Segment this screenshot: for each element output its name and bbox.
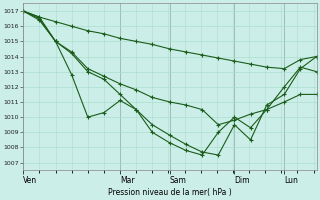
- X-axis label: Pression niveau de la mer( hPa ): Pression niveau de la mer( hPa ): [108, 188, 232, 197]
